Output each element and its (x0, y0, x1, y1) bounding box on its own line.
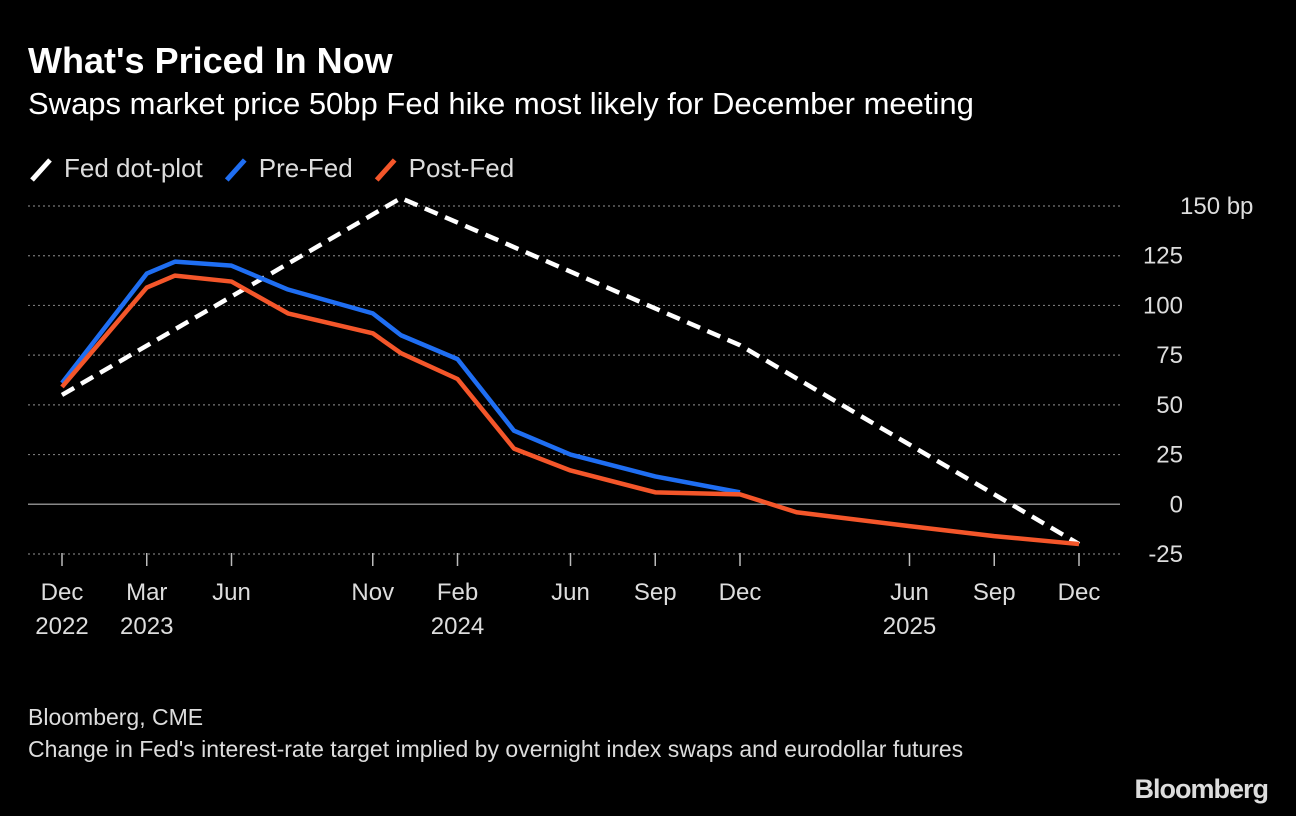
x-tick-year: 2025 (883, 613, 936, 640)
line-series (60, 259, 741, 495)
x-tick-year: 2024 (431, 613, 484, 640)
x-tick-label: Sep (973, 579, 1016, 606)
legend-swatch (374, 158, 397, 182)
x-tick-label: Jun (551, 579, 590, 606)
x-tick-label: Dec (719, 579, 762, 606)
line-series (60, 273, 1080, 547)
x-tick-label: Dec (1058, 579, 1101, 606)
x-tick-label: Dec (41, 579, 84, 606)
x-tick-label: Sep (634, 579, 677, 606)
chart-subtitle: Swaps market price 50bp Fed hike most li… (28, 86, 974, 121)
source: Bloomberg, CME (28, 704, 204, 730)
x-tick-label: Jun (890, 579, 929, 606)
y-tick-label: 0 (1170, 491, 1183, 518)
brand-logo: Bloomberg (1134, 774, 1269, 804)
legend-swatch (30, 158, 52, 182)
x-tick-label: Feb (437, 579, 478, 606)
y-tick-label: 150 bp (1180, 193, 1253, 220)
x-tick-label: Nov (351, 579, 394, 606)
x-tick-label: Mar (126, 579, 167, 606)
y-tick-label: -25 (1148, 541, 1183, 568)
legend-label: Post-Fed (409, 153, 515, 183)
legend-swatch (224, 158, 247, 182)
line-series (60, 195, 1081, 546)
y-tick-label: 75 (1156, 342, 1183, 369)
legend-label: Pre-Fed (259, 153, 353, 183)
x-tick-year: 2023 (120, 613, 173, 640)
note: Change in Fed's interest-rate target imp… (28, 736, 964, 762)
y-tick-label: 25 (1156, 442, 1183, 469)
chart-title: What's Priced In Now (28, 40, 393, 81)
y-tick-label: 100 (1143, 292, 1183, 319)
legend-label: Fed dot-plot (64, 153, 204, 183)
y-tick-label: 125 (1143, 243, 1183, 270)
x-tick-year: 2022 (35, 613, 88, 640)
x-tick-label: Jun (212, 579, 251, 606)
y-tick-label: 50 (1156, 392, 1183, 419)
